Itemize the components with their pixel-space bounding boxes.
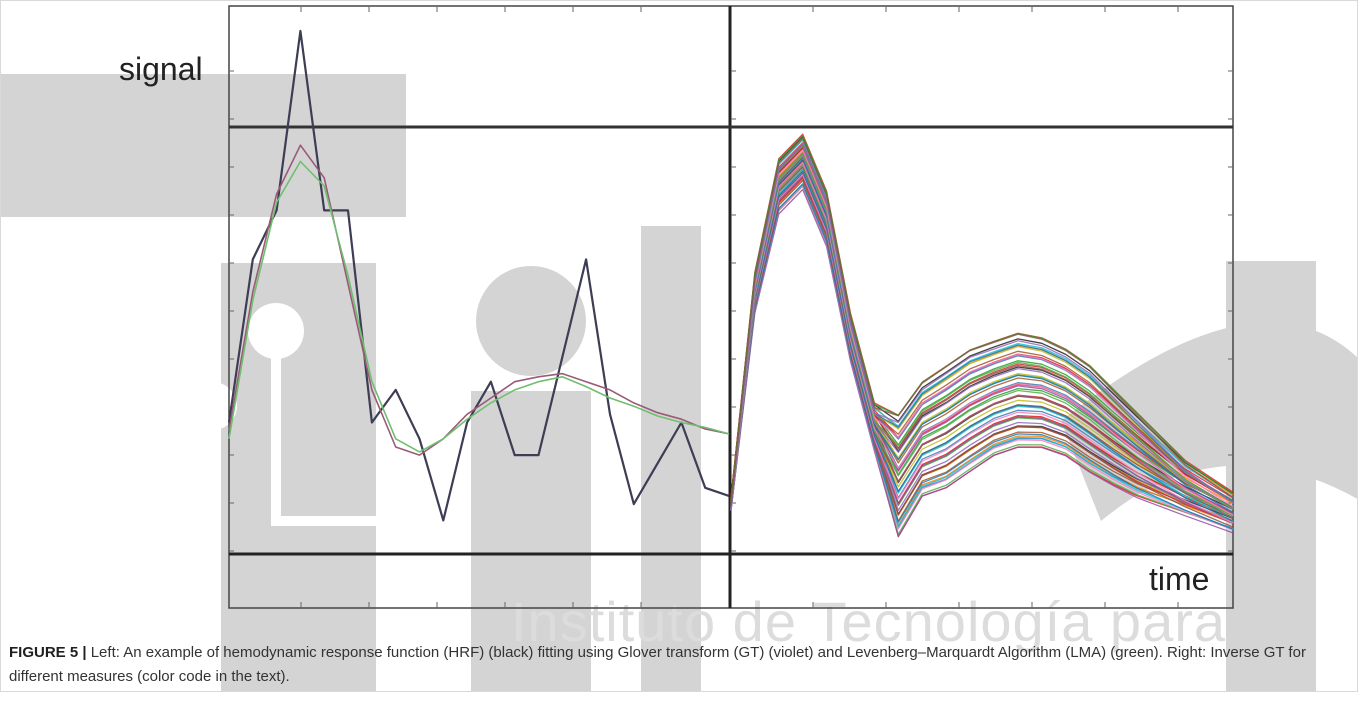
caption-text: Left: An example of hemodynamic response… — [9, 644, 1306, 685]
y-axis-label: signal — [119, 51, 203, 88]
left-series-line-2 — [229, 162, 729, 452]
x-axis-label: time — [1149, 561, 1209, 598]
left-series-line-0 — [229, 31, 729, 520]
figure-panel: Instituto de Tecnología para signal time… — [0, 0, 1358, 692]
figure-caption: FIGURE 5 | Left: An example of hemodynam… — [9, 641, 1349, 689]
right-curve-9 — [731, 176, 1233, 521]
figure-number: FIGURE 5 | — [9, 644, 87, 661]
left-series-line-1 — [229, 145, 729, 455]
